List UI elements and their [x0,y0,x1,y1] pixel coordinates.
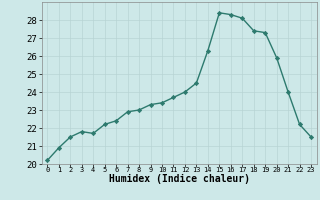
X-axis label: Humidex (Indice chaleur): Humidex (Indice chaleur) [109,174,250,184]
